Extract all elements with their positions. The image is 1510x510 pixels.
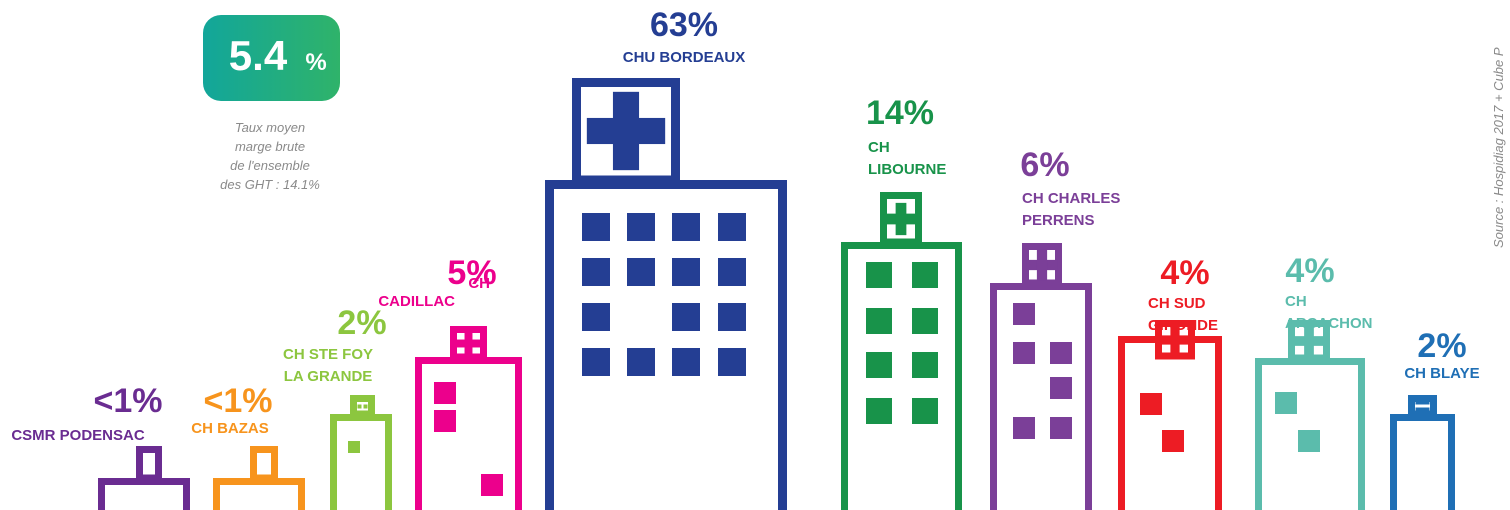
building-body [330,414,392,510]
cross [612,91,640,171]
building-top [572,78,680,185]
building-top [1288,320,1330,362]
building-top [450,326,487,361]
share-label: 2% [1417,327,1466,365]
share-label: 2% [337,304,386,342]
share-label: 14% [866,94,934,132]
window [1013,342,1035,364]
window [582,348,610,376]
window [481,474,503,496]
window [1415,407,1430,411]
window [1275,392,1297,414]
window [1298,430,1320,452]
building-body [1118,336,1222,510]
building-top [880,192,922,246]
window [1162,430,1184,452]
cross [1036,249,1048,281]
window [1140,393,1162,415]
building-top [350,395,375,418]
hospital-name: CADILLAC [378,293,455,310]
cross [895,202,907,236]
window [627,348,655,376]
window [912,262,938,288]
window [434,410,456,432]
building-top [250,446,278,482]
hospital-name: CSMR PODENSAC [11,427,145,444]
share-label: 4% [1160,254,1209,292]
window [363,404,368,409]
share-label: 6% [1020,146,1069,184]
hospital-name: CH [468,275,490,292]
hospital-name: CH [1285,293,1307,310]
cross [1304,326,1314,356]
window [912,308,938,334]
window [912,398,938,424]
window [672,258,700,286]
window [1050,377,1072,399]
hospital-name: CH [868,139,890,156]
source: Source : Hospidiag 2017 + Cube P [1491,47,1506,248]
hospital-name: CHU BORDEAUX [623,49,746,66]
window [1415,401,1430,405]
window [582,303,610,331]
window [866,398,892,424]
window [866,308,892,334]
hospital-name: CH CHARLES [1022,190,1120,207]
window [627,258,655,286]
badge [203,15,340,101]
window [627,213,655,241]
window [357,404,362,409]
window [866,352,892,378]
caption-line: des GHT : 14.1% [220,177,320,192]
window [582,258,610,286]
window [1050,342,1072,364]
building-top [1022,243,1062,287]
building-top [1408,395,1437,418]
window [1013,417,1035,439]
hospital-name: CH SUD [1148,295,1206,312]
building-body [415,357,522,510]
share-label: 63% [650,6,718,44]
cross [464,331,473,356]
hospital-name: CH STE FOY [283,346,373,363]
window [672,348,700,376]
window [672,303,700,331]
caption-line: de l'ensemble [230,158,310,173]
building-body [990,283,1092,510]
window [718,258,746,286]
hospital-name: CH BAZAS [191,420,269,437]
building-body [213,478,305,510]
share-label: <1% [204,382,273,420]
window [912,352,938,378]
hospital-name: LIBOURNE [868,161,946,178]
window [718,213,746,241]
window [718,348,746,376]
window [672,213,700,241]
share-label: 5% [447,254,496,292]
window [582,213,610,241]
window [866,262,892,288]
hospital-name: CH BLAYE [1404,365,1479,382]
hospital-name: PERRENS [1022,212,1095,229]
share-label: <1% [94,382,163,420]
caption-line: Taux moyen [235,120,305,135]
badge-value: 5.4 [229,32,288,79]
building-top [136,446,162,482]
cross [1170,326,1180,354]
window [1050,417,1072,439]
hospital-name: LA GRANDE [284,368,373,385]
building-top [1155,320,1195,360]
window [434,382,456,404]
building-body [98,478,190,510]
window [718,303,746,331]
window [1013,303,1035,325]
window [348,441,360,453]
caption-line: marge brute [235,139,305,154]
badge-unit: % [305,49,326,76]
building-body [841,242,962,510]
building-body [1390,414,1455,510]
share-label: 4% [1285,252,1334,290]
